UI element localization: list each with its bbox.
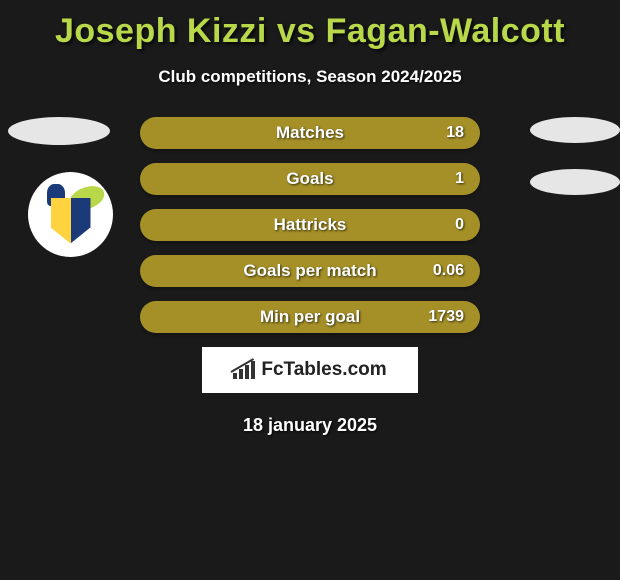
- crest-shield: [51, 198, 91, 244]
- stat-label: Goals: [286, 169, 333, 189]
- stat-value: 0: [455, 216, 464, 234]
- comparison-panel: Matches 18 Goals 1 Hattricks 0 Goals per…: [0, 117, 620, 436]
- brand-box: FcTables.com: [202, 347, 418, 393]
- stat-value: 1: [455, 170, 464, 188]
- stat-bar-hattricks: Hattricks 0: [140, 209, 480, 241]
- player-right-oval-1: [530, 117, 620, 143]
- player-left-oval: [8, 117, 110, 145]
- footer-date: 18 january 2025: [0, 415, 620, 436]
- stat-bar-min-per-goal: Min per goal 1739: [140, 301, 480, 333]
- stat-bar-goals: Goals 1: [140, 163, 480, 195]
- brand-chart-icon: [233, 361, 255, 379]
- club-crest: [28, 172, 113, 257]
- page-subtitle: Club competitions, Season 2024/2025: [0, 67, 620, 87]
- stat-label: Hattricks: [274, 215, 347, 235]
- stat-value: 0.06: [433, 262, 464, 280]
- stat-bar-goals-per-match: Goals per match 0.06: [140, 255, 480, 287]
- stat-bars: Matches 18 Goals 1 Hattricks 0 Goals per…: [140, 117, 480, 333]
- page-title: Joseph Kizzi vs Fagan-Walcott: [0, 0, 620, 51]
- stat-value: 1739: [428, 308, 464, 326]
- stat-label: Matches: [276, 123, 344, 143]
- player-right-oval-2: [530, 169, 620, 195]
- stat-value: 18: [446, 124, 464, 142]
- brand-name: FcTables.com: [261, 359, 386, 381]
- stat-label: Goals per match: [243, 261, 376, 281]
- stat-bar-matches: Matches 18: [140, 117, 480, 149]
- stat-label: Min per goal: [260, 307, 360, 327]
